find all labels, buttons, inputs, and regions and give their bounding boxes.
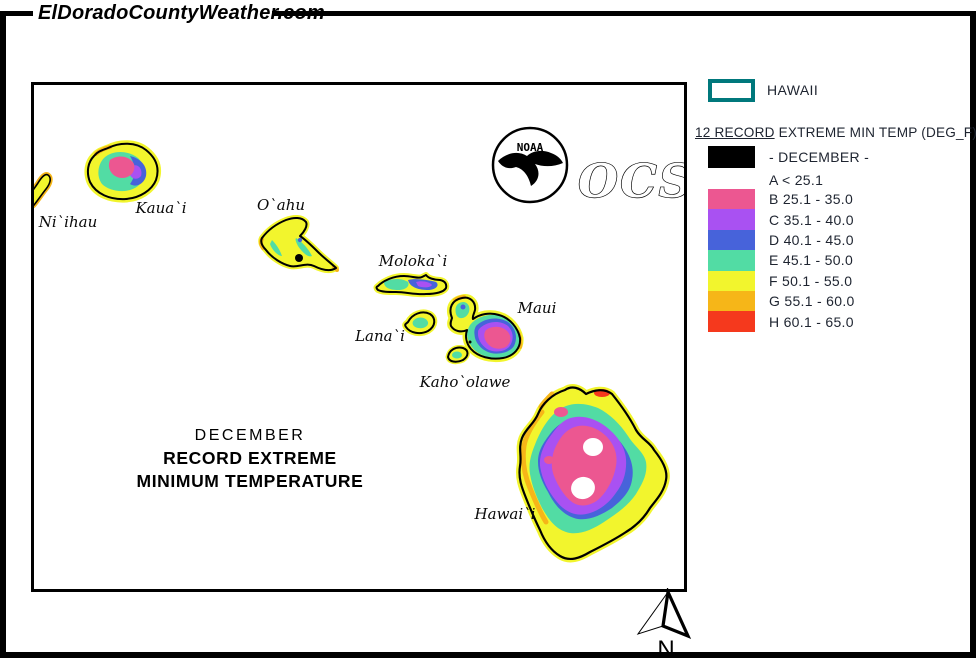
legend-row-e: E 45.1 - 50.0: [708, 250, 980, 271]
map-title: DECEMBER RECORD EXTREME MINIMUM TEMPERAT…: [137, 425, 364, 493]
island-label-kahoolawe: Kaho`olawe: [419, 373, 511, 391]
legend-region-row: HAWAII: [708, 78, 980, 102]
legend-label-f: F 50.1 - 55.0: [769, 272, 853, 289]
site-title-link[interactable]: ElDoradoCountyWeather.com: [38, 2, 325, 24]
island-lanai: [402, 309, 438, 337]
island-hawaii: [516, 383, 670, 563]
legend-swatch-b: [708, 189, 755, 210]
map-title-line3: MINIMUM TEMPERATURE: [136, 471, 364, 491]
page-border-top-right-segment: [272, 11, 976, 16]
noaa-logo: NOAA: [491, 126, 569, 204]
legend-swatch-h: [708, 311, 755, 332]
oahu-zone-e-waianae: [270, 240, 282, 256]
legend-row-h: H 60.1 - 65.0: [708, 311, 980, 332]
legend-label-d: D 40.1 - 45.0: [769, 231, 854, 248]
island-label-niihau: Ni`ihau: [38, 213, 98, 231]
niihau-zone-f: [34, 173, 51, 206]
maui-east-zone-b: [484, 326, 511, 349]
legend-row-a: A < 25.1: [708, 170, 980, 189]
hawaii-islands-map: NOAA OCS: [34, 126, 684, 563]
legend-subtitle-swatch: [708, 146, 755, 168]
molokini-dot: [468, 340, 472, 344]
island-molokai: [373, 272, 450, 298]
lanai-coastline: [404, 311, 436, 335]
legend-swatch-c: [708, 209, 755, 230]
legend-label-e: E 45.1 - 50.0: [769, 252, 854, 269]
hawaii-west-pink-spot: [544, 456, 554, 464]
legend-subtitle-label: - DECEMBER -: [769, 149, 870, 165]
legend-region-label: HAWAII: [767, 82, 819, 98]
map-title-line2: RECORD EXTREME: [163, 448, 337, 468]
legend-label-h: H 60.1 - 65.0: [769, 313, 854, 330]
hawaii-coastline: [518, 386, 668, 561]
legend-swatch-a: [708, 170, 755, 189]
north-arrow: N: [636, 588, 692, 661]
noaa-bird-icon: [498, 150, 563, 186]
north-arrow-label: N: [657, 636, 674, 661]
legend-row-g: G 55.1 - 60.0: [708, 290, 980, 312]
page-border-left: [0, 11, 6, 658]
legend-row-b: B 25.1 - 35.0: [708, 189, 980, 210]
honolulu-dot: [295, 254, 303, 262]
legend-label-a: A < 25.1: [769, 171, 824, 188]
maui-west-zone-d-spot: [460, 304, 466, 310]
legend-title: 12 RECORD EXTREME MIN TEMP (DEG_F): [695, 125, 980, 140]
maui-coastline: [449, 296, 522, 360]
map-frame: NOAA OCS Ni`ihau Kaua`i O`ahu Moloka`i L…: [31, 82, 687, 592]
legend-swatch-f: [708, 270, 755, 291]
legend-swatch-g: [708, 290, 755, 312]
legend-swatch-e: [708, 250, 755, 271]
oahu-zone-e-koolau: [295, 238, 312, 257]
island-label-oahu: O`ahu: [256, 196, 306, 214]
hawaii-zone-a-mauna-kea: [583, 438, 603, 456]
island-oahu: [258, 214, 339, 274]
page-border-right: [970, 11, 976, 658]
island-label-molokai: Moloka`i: [378, 252, 448, 270]
island-maui: [446, 294, 524, 363]
legend-swatch-d: [708, 229, 755, 251]
hawaii-extent-swatch: [708, 78, 755, 102]
legend-label-c: C 35.1 - 40.0: [769, 211, 854, 228]
north-arrow-right-half: [661, 588, 692, 639]
island-niihau: [34, 172, 53, 208]
legend-label-b: B 25.1 - 35.0: [769, 191, 854, 208]
island-label-kauai: Kaua`i: [135, 199, 187, 217]
kahoolawe-coastline: [447, 346, 469, 363]
kahoolawe-zone-e: [452, 351, 462, 359]
legend-row-c: C 35.1 - 40.0: [708, 209, 980, 230]
map-title-month: DECEMBER: [194, 427, 306, 444]
legend-label-g: G 55.1 - 60.0: [769, 293, 855, 310]
molokai-zone-c: [416, 281, 432, 288]
legend-title-rest: EXTREME MIN TEMP (DEG_F): [774, 125, 977, 140]
oahu-zone-d-spot: [297, 237, 303, 243]
maui-west-zone-e: [455, 302, 470, 319]
page-border-bottom: [0, 652, 976, 658]
island-kauai: [84, 140, 162, 203]
oahu-coastline: [260, 216, 337, 272]
legend-panel: HAWAII 12 RECORD EXTREME MIN TEMP (DEG_F…: [695, 78, 980, 332]
legend-row-f: F 50.1 - 55.0: [708, 270, 980, 291]
molokai-zone-e: [384, 279, 409, 290]
island-label-maui: Maui: [517, 299, 557, 317]
lanai-zone-e: [412, 317, 429, 329]
legend-title-underlined: 12 RECORD: [695, 125, 775, 140]
island-label-lanai: Lana`i: [355, 327, 405, 345]
island-kahoolawe: [445, 345, 470, 365]
kauai-coastline: [86, 142, 159, 201]
legend-subtitle-row: - DECEMBER -: [708, 146, 980, 168]
hawaii-kohala-pink-spot: [554, 407, 568, 417]
ocs-logo-text: OCS: [578, 154, 684, 208]
molokai-coastline: [375, 274, 448, 296]
noaa-logo-text: NOAA: [517, 141, 544, 154]
hawaii-zone-a-mauna-loa: [571, 476, 595, 500]
legend-row-d: D 40.1 - 45.0: [708, 229, 980, 251]
page-border-top-left-segment: [0, 11, 33, 16]
island-label-hawaii: Hawai`i: [474, 505, 536, 523]
kauai-zone-b: [108, 156, 135, 178]
